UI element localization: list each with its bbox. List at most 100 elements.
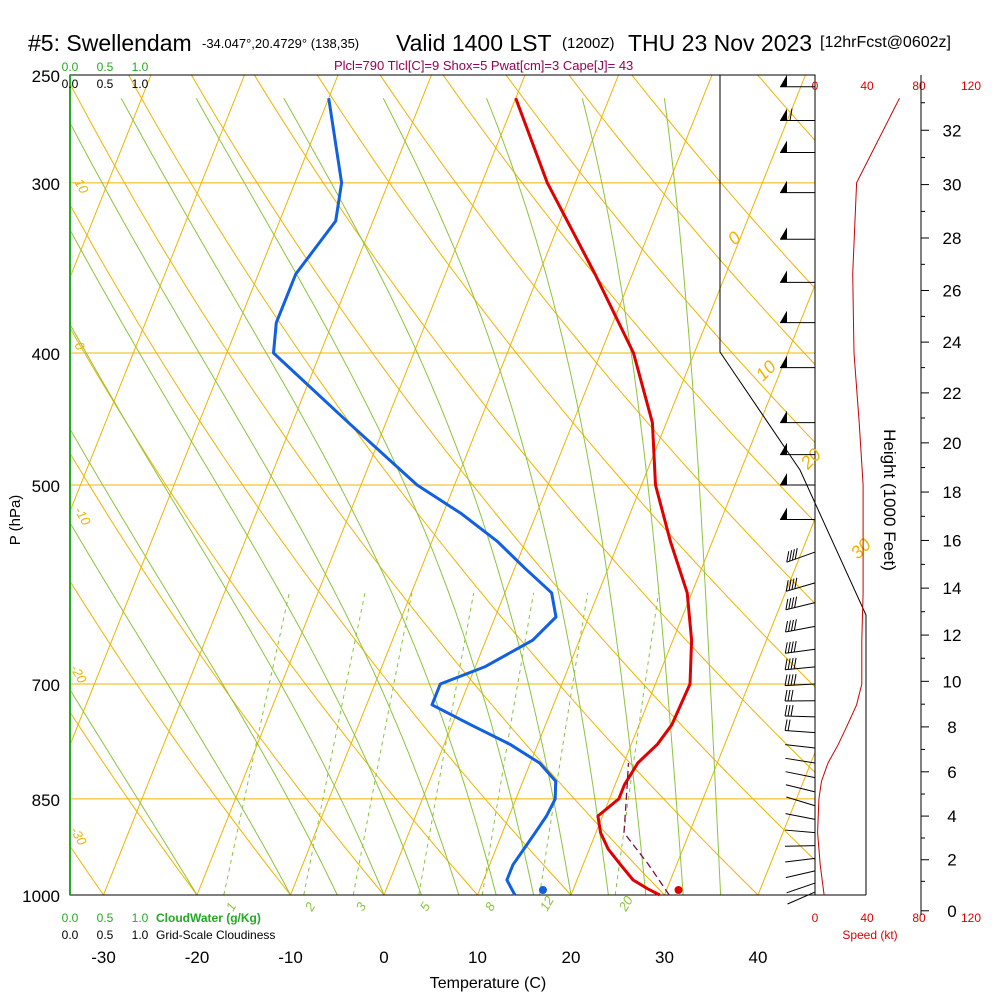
temperature-tick-label: 40 [749,948,768,967]
stability-indices: Plcl=790 Tlcl[C]=9 Shox=5 Pwat[cm]=3 Cap… [334,58,634,73]
speed-tick-bottom: 120 [961,911,981,925]
station-title: #5: Swellendam [28,30,192,56]
temperature-line [514,97,694,897]
wind-barb-feather [784,689,788,702]
wind-barb-pennant [780,108,787,121]
wind-barb-shaft [786,582,816,592]
wind-barb-feather [794,577,798,589]
wind-barb [780,140,815,154]
wind-barb [780,473,815,486]
mixing-ratio-label: 3 [353,899,370,913]
height-tick-label: 22 [943,384,962,403]
valid-time: Valid 1400 LST [396,30,552,56]
wind-barb-feather [789,550,793,562]
wind-barb-pennant [780,180,787,193]
height-tick-label: 18 [943,483,962,502]
wind-barb [785,857,816,863]
surface-dewpoint-point [538,886,547,894]
speed-axis-label: Speed (kt) [842,928,897,942]
wind-barb [784,689,816,702]
moist-adiabat-line [283,97,572,895]
mixing-ratio-line [303,592,366,895]
speed-tick-bottom: 80 [912,911,926,925]
moist-adiabat-line [486,98,647,895]
wind-barb-shaft [786,882,816,894]
wind-barb-feather [787,704,791,717]
wind-barb-feather [793,640,797,653]
wind-barb-shaft [785,771,816,779]
speed-tick-top: 80 [912,79,926,93]
speed-tick-top: 0 [812,79,819,93]
dry-adiabat-line [253,75,815,774]
wind-barb [787,891,816,905]
moist-adiabat-line [70,521,291,895]
wind-barb-shaft [785,744,816,749]
valid-time-utc: (1200Z) [562,35,615,52]
dry-adiabat-label: 0 [71,339,88,353]
isotherm-line [383,75,713,895]
wind-barb-feather [790,705,794,717]
height-tick-label: 28 [943,229,962,248]
wind-barb [784,674,816,687]
dry-adiabat-line [70,711,198,895]
mixing-ratio-label: 12 [537,893,558,914]
wind-barb-shaft [787,891,816,905]
dry-adiabat-label: -10 [71,504,94,528]
isotherm-line [757,751,815,895]
height-tick-label: 12 [943,626,962,645]
wind-profile-box [719,75,867,895]
wind-barb [785,829,816,834]
cloudwater-scale-top: 0.5 [97,60,114,74]
wind-barb-pennant [780,507,787,520]
wind-barb-feather [789,108,793,121]
wind-barb-shaft [785,602,816,611]
height-tick-label: 0 [947,902,956,921]
wind-barb-pennant [780,473,787,485]
wind-barb-feather [785,580,789,592]
dry-adiabat-line [70,82,666,895]
wind-barb [785,784,816,793]
wind-barb-shaft [785,729,816,734]
moist-adiabat-line [70,323,385,895]
wind-barb-shaft [784,845,816,847]
height-tick-label: 26 [943,281,962,300]
wind-barb [785,744,816,749]
wind-barb-feather [791,549,795,561]
wind-barb [780,310,815,324]
cloudiness-scale-top: 0.0 [62,77,79,91]
height-tick-label: 10 [943,672,962,691]
parcel-line [623,762,670,896]
wind-barb-shaft [785,829,816,834]
wind-barb-shaft [785,870,816,879]
wind-barb-pennant [780,442,787,455]
dry-adiabat-line [316,75,815,688]
pressure-tick-label: 700 [32,676,60,695]
isotherm-line [103,75,432,895]
pressure-tick-label: 400 [32,345,60,364]
isotherm-line [196,75,526,895]
dry-adiabat-line [70,845,105,895]
temperature-tick-label: 20 [562,948,581,967]
isotherm-line [70,75,245,513]
dry-adiabat-line [505,75,815,444]
wind-barb-pennant [780,74,787,87]
mixing-ratio-line [223,592,290,895]
wind-barb [780,410,815,424]
wind-barb-feather [793,657,797,669]
wind-barb [785,619,816,633]
dry-adiabat-line [70,203,572,895]
wind-barb [780,270,815,283]
mixing-ratio-line [481,592,535,895]
temperature-tick-label: 0 [379,948,388,967]
x-axis-label: Temperature (C) [430,975,546,992]
isotherm-line [664,517,815,895]
dry-adiabat-label: 10 [71,176,92,197]
cloudwater-scale-bottom: 0.5 [97,911,114,925]
wind-barb-feather [784,658,788,670]
wind-barb-pennant [780,227,787,240]
speed-tick-bottom: 40 [860,911,874,925]
cloudwater-scale-top: 1.0 [132,60,149,74]
isotherm-line [70,75,152,279]
y-axis-label: P (hPa) [7,495,24,546]
